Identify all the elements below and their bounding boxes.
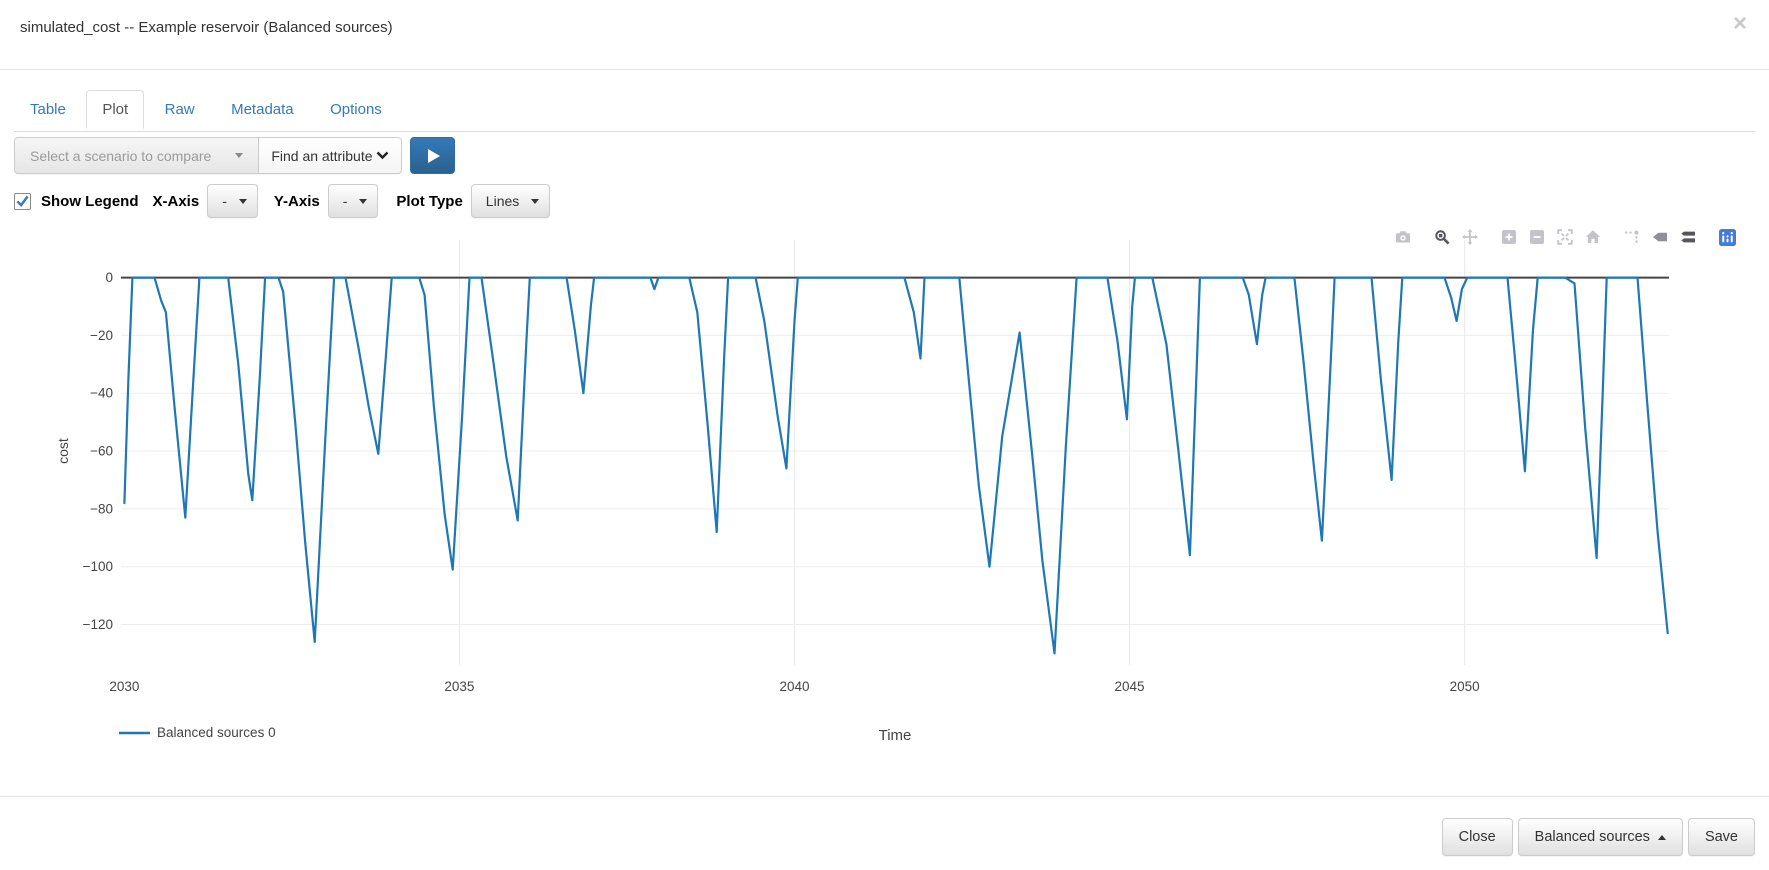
chevron-down-icon [376, 151, 388, 160]
attribute-select-label: Find an attribute [271, 147, 373, 164]
close-icon[interactable]: × [1729, 8, 1751, 40]
caret-down-icon [531, 198, 540, 204]
scenario-compare-select[interactable]: Select a scenario to compare [14, 137, 260, 174]
check-icon [16, 195, 29, 207]
plotly-logo-icon[interactable] [1713, 227, 1742, 248]
hover-compare-icon[interactable] [1674, 227, 1702, 247]
camera-icon[interactable] [1389, 227, 1417, 247]
tab-metadata[interactable]: Metadata [231, 101, 294, 118]
modal-header: simulated_cost -- Example reservoir (Bal… [0, 0, 1769, 70]
show-legend-label: Show Legend [41, 192, 139, 210]
x-axis-label: X-Axis [152, 192, 200, 210]
zoom-out-icon[interactable] [1523, 227, 1551, 247]
svg-text:−80: −80 [90, 501, 113, 516]
x-axis-value: - [222, 193, 227, 209]
svg-text:cost: cost [55, 438, 71, 464]
y-axis-label: Y-Axis [273, 192, 320, 210]
hover-closest-icon[interactable] [1646, 227, 1674, 247]
svg-text:2035: 2035 [444, 679, 474, 694]
tab-raw[interactable]: Raw [164, 101, 195, 118]
scenario-dropup-label: Balanced sources [1534, 829, 1650, 845]
y-axis-select[interactable]: - [327, 184, 379, 218]
svg-text:−100: −100 [83, 559, 113, 574]
play-button[interactable] [409, 137, 455, 174]
attribute-select[interactable]: Find an attribute [259, 137, 402, 174]
tab-options[interactable]: Options [330, 101, 382, 118]
y-axis-value: - [342, 193, 348, 209]
svg-text:Balanced sources 0: Balanced sources 0 [157, 725, 276, 740]
caret-down-icon [235, 153, 244, 158]
caret-up-icon [1657, 834, 1666, 840]
caret-down-icon [359, 198, 368, 204]
scenario-compare-label: Select a scenario to compare [30, 147, 212, 164]
tab-bar: Table Plot Raw Metadata Options [14, 90, 1755, 132]
reset-axes-home-icon[interactable] [1579, 227, 1607, 247]
caret-down-icon [238, 198, 247, 204]
svg-text:−20: −20 [90, 328, 113, 343]
plot-type-select[interactable]: Lines [470, 184, 551, 218]
play-icon [427, 148, 440, 163]
show-legend-checkbox[interactable] [14, 192, 31, 210]
tab-plot[interactable]: Plot [86, 90, 145, 129]
svg-text:2040: 2040 [779, 679, 809, 694]
modal-title: simulated_cost -- Example reservoir (Bal… [20, 19, 393, 36]
plot-type-value: Lines [485, 193, 520, 209]
plotly-modebar [14, 226, 1742, 248]
svg-text:2045: 2045 [1115, 679, 1145, 694]
svg-text:−40: −40 [90, 386, 113, 401]
tab-table[interactable]: Table [30, 101, 66, 118]
autoscale-icon[interactable] [1551, 227, 1579, 247]
close-button[interactable]: Close [1441, 818, 1513, 856]
svg-text:2030: 2030 [109, 679, 139, 694]
scenario-dropup-button[interactable]: Balanced sources [1517, 818, 1683, 856]
svg-text:0: 0 [105, 270, 113, 285]
spikelines-icon[interactable] [1618, 227, 1646, 247]
zoom-in-icon[interactable] [1495, 227, 1523, 247]
save-button[interactable]: Save [1687, 818, 1755, 856]
chart: 0 −20 −40 −60 −80 −100 −120 2030 2035 2040 2045 205… [14, 226, 1755, 760]
svg-text:−60: −60 [90, 444, 113, 459]
plot-type-label: Plot Type [396, 192, 463, 210]
zoom-icon[interactable] [1428, 227, 1456, 247]
svg-text:Time: Time [879, 727, 912, 744]
svg-text:2050: 2050 [1450, 679, 1480, 694]
svg-text:−120: −120 [83, 617, 113, 632]
x-axis-select[interactable]: - [207, 184, 258, 218]
pan-icon[interactable] [1456, 227, 1484, 247]
cost-time-plot[interactable]: 0 −20 −40 −60 −80 −100 −120 2030 2035 2040 2045 205… [14, 240, 1769, 760]
modal-footer: Close Balanced sources Save [0, 796, 1769, 870]
